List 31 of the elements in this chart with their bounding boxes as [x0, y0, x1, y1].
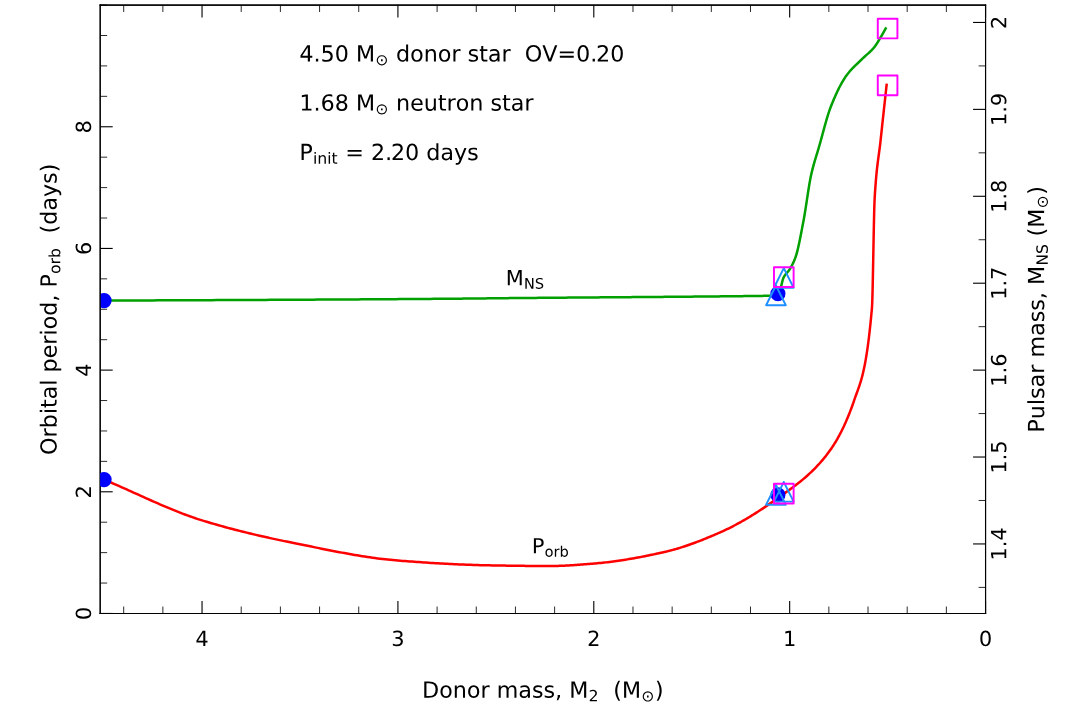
y2-tick-label: 1.7 [991, 268, 1007, 298]
point [876, 74, 899, 97]
point [765, 284, 787, 307]
y2-tick-label: 1.4 [991, 528, 1007, 559]
y2-tick-label: 1.8 [990, 181, 1007, 211]
x-tick-label: 4 [196, 630, 208, 646]
series-label: M$_{NS}$ [507, 270, 544, 289]
x-tick-label: 2 [588, 630, 599, 646]
y-axis-title: Orbital period, P$_{orb}$ (days) [39, 165, 62, 454]
series-label: P$_{orb}$ [533, 538, 568, 557]
y2-tick-label: 1.9 [990, 94, 1007, 124]
y-tick-label: 4 [75, 364, 91, 376]
y2-tick-label: 1.5 [991, 442, 1007, 472]
x-tick-label: 0 [980, 630, 991, 647]
y-tick-label: 2 [75, 487, 91, 497]
annotation: 4.50 M$_{⊙}$ donor star OV=0.20 [300, 44, 623, 66]
point [100, 293, 112, 309]
x-tick-label: 3 [392, 630, 403, 647]
y2-axis-title: Pulsar mass, M$_{NS}$ (M$_{⊙}$) [1027, 187, 1048, 431]
annotation: P$_{init}$ = 2.20 days [301, 143, 478, 165]
y-tick-label: 0 [75, 608, 92, 619]
point [876, 17, 899, 40]
y-tick-label: 6 [75, 243, 92, 254]
x-tick-label: 1 [785, 630, 795, 646]
point [100, 472, 112, 488]
y2-tick-label: 1.6 [990, 354, 1007, 385]
point [765, 484, 787, 506]
annotation: 1.68 M$_{⊙}$ neutron star [301, 94, 534, 115]
y2-tick-label: 2 [990, 17, 1007, 28]
y-tick-label: 8 [75, 121, 92, 132]
x-axis-title: Donor mass, M$_{2}$ (M$_{⊙}$) [424, 680, 662, 702]
